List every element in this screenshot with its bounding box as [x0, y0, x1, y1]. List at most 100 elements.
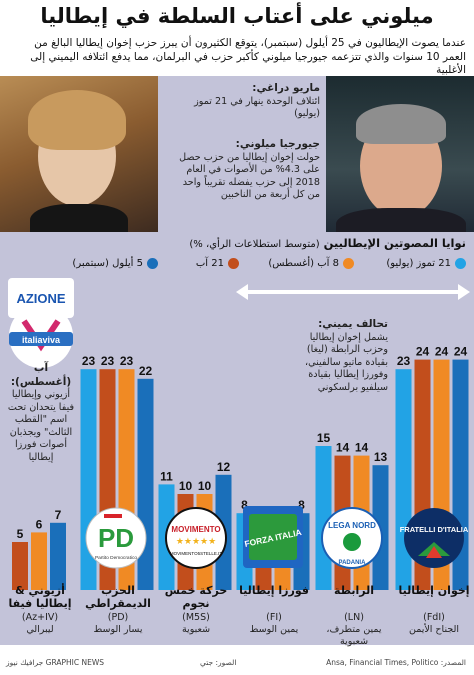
bar-label-FdI-s2: 24: [416, 345, 430, 359]
draghi-photo: [326, 76, 474, 232]
lega-logo: LEGA NORD PADANIA: [321, 507, 383, 569]
fdi-logo: FRATELLI D'ITALIA: [400, 508, 469, 568]
party-abbr-m5s-text: (M5S): [182, 612, 210, 623]
party-abbr-ln: (LN) يمين متطرف، شعبوية: [316, 612, 392, 648]
logos-group: FRATELLI D'ITALIA LEGA NORD PADANIA FORZ…: [8, 278, 469, 569]
bar-label-PD-s3: 23: [82, 354, 96, 368]
m5s-logo: MOVIMENTO ★★★★★ MOVIMENTO5STELLE.IT: [165, 507, 227, 569]
party-name-aziv: أزيوني & إيطاليا فيفا: [8, 584, 72, 610]
fdi-logo-text: FRATELLI D'ITALIA: [400, 525, 469, 534]
italiaviva-logo: italiaviva: [9, 304, 73, 368]
pd-logo-caption: Partito Democratico: [95, 555, 137, 561]
legend-swatch-aug8: [343, 258, 354, 269]
chart-subtitle: (متوسط استطلاعات الرأي، %): [189, 239, 320, 250]
bar-label-FI-s0: 8: [298, 498, 305, 512]
party-abbr-ln-text: (LN): [344, 612, 364, 623]
bar-Az+IV-s2: [12, 542, 28, 590]
party-abbr-fdi: (FdI) الجناح الأيمن: [396, 612, 472, 636]
meloni-text: حولت إخوان إيطاليا من حزب حصل على 4.3% م…: [179, 151, 320, 201]
party-name-ln: الرابطة: [333, 584, 375, 597]
party-desc-m5s: شعبوية: [181, 624, 211, 635]
footer-credit: جرافيك نيوز GRAPHIC NEWS: [6, 658, 105, 667]
meloni-photo: [0, 76, 158, 232]
party-desc-fdi: الجناح الأيمن: [408, 624, 459, 635]
page-title: ميلوني على أعتاب السلطة في إيطاليا: [40, 4, 434, 28]
bar-label-LN-s0: 13: [374, 450, 388, 464]
bar-label-Az+IV-s0: 7: [55, 508, 62, 522]
lega-logo-sub: PADANIA: [339, 560, 367, 566]
intro-text: عندما يصوت الإيطاليون في 25 أيلول (سبتمب…: [30, 37, 466, 76]
bar-label-Az+IV-s2: 5: [17, 527, 24, 541]
coalition-text: يشمل إخوان إيطاليا وحزب الرابطة (ليغا) ب…: [305, 331, 388, 393]
italiaviva-logo-text: italiaviva: [22, 335, 61, 345]
party-name-m5s: حركة خمس نجوم: [164, 584, 228, 610]
coalition-note: تحالف يميني: يشمل إخوان إيطاليا وحزب الر…: [300, 318, 388, 394]
legend-label-sep5: 5 أيلول (سبتمبر): [72, 258, 143, 269]
coalition-title: تحالف يميني:: [318, 318, 388, 330]
draghi-quote: ماريو دراغي: ائتلاف الوحدة ينهار في 21 ت…: [186, 82, 320, 121]
legend-jul21: 21 تموز (يوليو): [386, 258, 466, 269]
party-abbr-pd: (PD) يسار الوسط: [80, 612, 156, 636]
pd-logo: PD Partito Democratico: [85, 507, 147, 569]
bar-Az+IV-s0: [50, 522, 66, 590]
party-abbr-pd-text: (PD): [107, 612, 129, 623]
legend-label-jul21: 21 تموز (يوليو): [386, 258, 451, 269]
bar-Az+IV-s1: [31, 532, 47, 590]
bar-label-M5S-s0: 12: [217, 460, 231, 474]
bar-label-M5S-s2: 10: [179, 479, 193, 493]
bar-label-PD-s2: 23: [101, 354, 115, 368]
footer-photos: الصور: جتي: [200, 658, 237, 667]
draghi-name: ماريو دراغي:: [252, 82, 320, 94]
party-desc-ln: يمين متطرف، شعبوية: [326, 624, 382, 647]
party-abbr-m5s: (M5S) شعبوية: [158, 612, 234, 636]
bar-label-LN-s2: 14: [336, 441, 350, 455]
bars-group: 242424231314141587781210101122232323765: [12, 345, 469, 590]
bar-label-PD-s1: 23: [120, 354, 134, 368]
party-name-fi: فورزا إيطاليا: [239, 584, 309, 597]
party-abbr-fi-text: (FI): [266, 612, 282, 623]
pd-logo-text: PD: [98, 523, 134, 553]
party-abbr-fdi-text: (FdI): [423, 612, 445, 623]
party-name-pd: الحزب الديمقراطي: [85, 584, 151, 610]
bar-label-FdI-s3: 23: [397, 354, 411, 368]
bar-label-LN-s1: 14: [355, 441, 369, 455]
legend-aug8: 8 آب (أغسطس): [268, 258, 354, 269]
legend-aug21: 21 آب: [196, 258, 239, 269]
legend-label-aug8: 8 آب (أغسطس): [268, 258, 339, 269]
bar-label-FI-s3: 8: [241, 498, 248, 512]
chart-title: نوايا المصوتين الإيطاليين (متوسط استطلاع…: [189, 236, 466, 250]
party-name-fdi: إخوان إيطاليا: [398, 584, 470, 597]
aside-title: آب (أغسطس):: [10, 362, 72, 388]
coalition-arrow: [236, 284, 470, 300]
m5s-logo-text: MOVIMENTO: [171, 525, 220, 534]
legend-swatch-aug21: [228, 258, 239, 269]
bar-label-FdI-s1: 24: [435, 345, 449, 359]
bar-label-PD-s0: 22: [139, 364, 153, 378]
legend-sep5: 5 أيلول (سبتمبر): [72, 258, 158, 269]
footer: المصدر: Ansa, Financial Times, Politico …: [0, 654, 474, 675]
draghi-text: ائتلاف الوحدة ينهار في 21 تموز (يوليو): [194, 95, 320, 120]
legend-label-aug21: 21 آب: [195, 258, 224, 269]
lega-logo-text: LEGA NORD: [328, 521, 376, 530]
aside-note: آب (أغسطس): أزيوني وإيطاليا فيفا يتحدان …: [4, 362, 78, 464]
bar-label-LN-s3: 15: [317, 431, 331, 445]
meloni-name: جيورجيا ميلوني:: [235, 138, 320, 150]
svg-text:★★★★★: ★★★★★: [176, 537, 216, 547]
party-abbr-aziv-text: (Az+IV): [21, 612, 59, 623]
meloni-quote: جيورجيا ميلوني: حولت إخوان إيطاليا من حز…: [172, 138, 320, 202]
aside-text: أزيوني وإيطاليا فيفا يتحدان تحت اسم "الق…: [7, 389, 75, 463]
bar-label-Az+IV-s1: 6: [36, 517, 43, 531]
bar-label-FdI-s0: 24: [454, 345, 468, 359]
bar-chart: 242424231314141587781210101122232323765 …: [8, 278, 470, 590]
m5s-logo-sub: MOVIMENTO5STELLE.IT: [170, 551, 222, 556]
azione-logo-text: AZIONE: [16, 291, 65, 306]
footer-source: المصدر: Ansa, Financial Times, Politico: [326, 658, 466, 667]
bar-PD-s0: [137, 378, 154, 590]
party-desc-pd: يسار الوسط: [93, 624, 143, 635]
azione-logo: AZIONE: [8, 278, 74, 318]
party-desc-fi: يمين الوسط: [249, 624, 299, 635]
bar-label-M5S-s3: 11: [160, 469, 173, 483]
photo-panel: ماريو دراغي: ائتلاف الوحدة ينهار في 21 ت…: [0, 76, 474, 232]
party-abbr-aziv: (Az+IV) ليبرالي: [2, 612, 78, 636]
bar-FdI-s3: [395, 369, 412, 590]
